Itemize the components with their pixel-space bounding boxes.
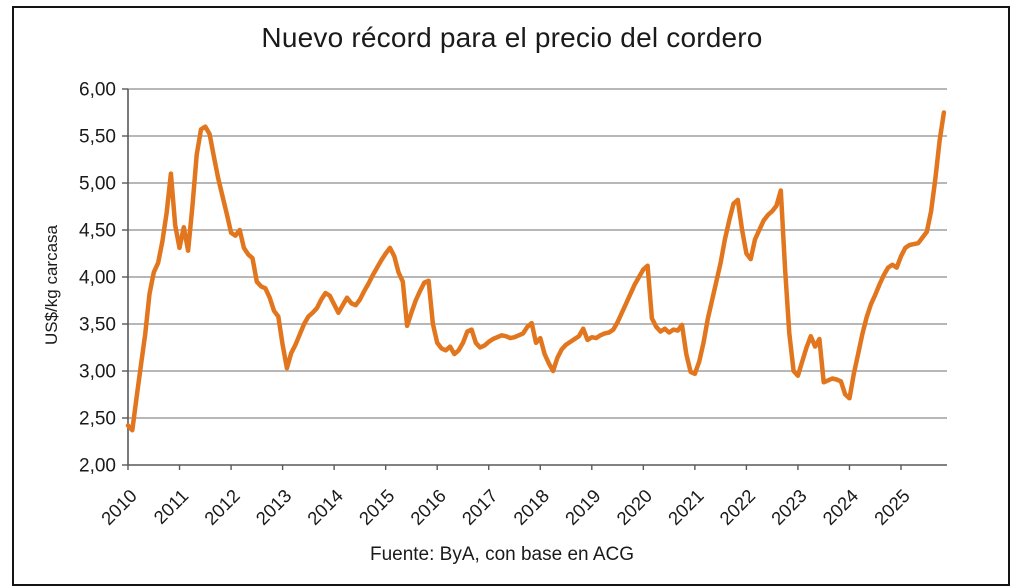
y-tick-label: 4,00 bbox=[79, 268, 116, 289]
x-tick-label: 2024 bbox=[818, 485, 862, 529]
x-tick-label: 2012 bbox=[200, 485, 244, 529]
y-tick-label: 6,00 bbox=[79, 80, 116, 101]
x-tick-label: 2020 bbox=[612, 485, 656, 529]
y-tick-label: 3,50 bbox=[79, 315, 116, 336]
source-note: Fuente: ByA, con base en ACG bbox=[369, 544, 635, 565]
y-tick-label: 4,50 bbox=[79, 221, 116, 242]
price-series-line bbox=[125, 110, 947, 433]
x-tick-label: 2021 bbox=[664, 485, 708, 529]
x-tick-label: 2022 bbox=[715, 485, 759, 529]
y-tick-label: 2,50 bbox=[79, 409, 116, 430]
x-tick-label: 2025 bbox=[870, 485, 914, 529]
x-tick-label: 2010 bbox=[97, 485, 141, 529]
x-tick-label: 2017 bbox=[458, 485, 502, 529]
x-tick-label: 2019 bbox=[561, 485, 605, 529]
x-tick-label: 2023 bbox=[767, 485, 811, 529]
x-tick-label: 2011 bbox=[149, 485, 192, 528]
y-tick-label: 2,00 bbox=[79, 456, 116, 477]
x-tick-label: 2016 bbox=[406, 485, 450, 529]
x-tick-label: 2018 bbox=[509, 485, 553, 529]
y-tick-label: 3,00 bbox=[79, 362, 116, 383]
x-tick-label: 2015 bbox=[355, 485, 399, 529]
x-tick-label: 2014 bbox=[303, 485, 347, 529]
x-tick-label: 2013 bbox=[251, 485, 295, 529]
y-tick-label: 5,50 bbox=[79, 127, 116, 148]
y-tick-label: 5,00 bbox=[79, 174, 116, 195]
chart-title: Nuevo récord para el precio del cordero bbox=[261, 22, 763, 53]
